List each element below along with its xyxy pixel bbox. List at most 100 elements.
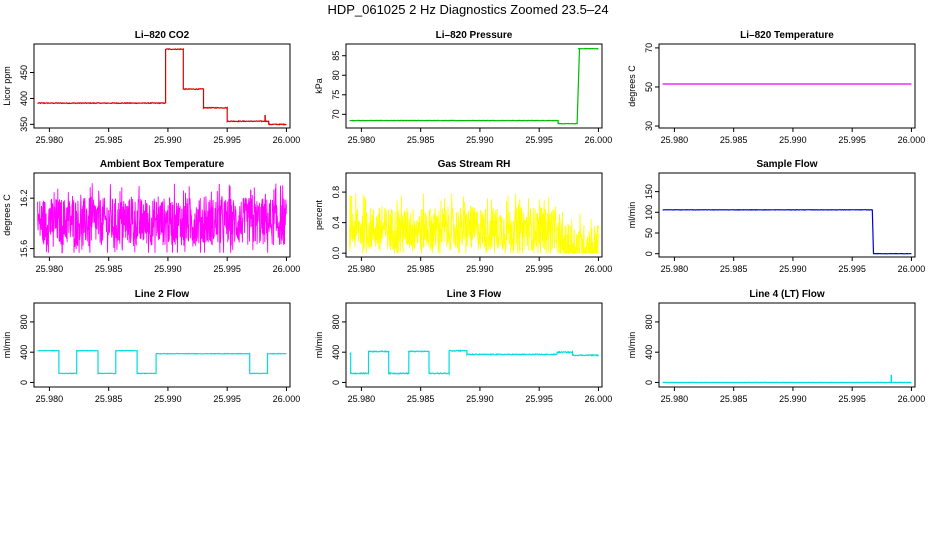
y-tick-label: 100 [644,205,654,220]
y-tick-label: 50 [644,228,654,238]
y-tick-label: 0 [644,251,654,256]
chart-title: Li–820 Pressure [436,30,513,41]
chart-title: Li–820 CO2 [135,30,190,41]
plot-frame [345,43,603,129]
y-tick-label: 0 [331,380,341,385]
x-tick-label: 25.985 [720,394,748,404]
x-tick-label: 25.985 [407,135,435,145]
chart-panel-5: Gas Stream RH percent 25.980 25.985 25.990 25… [314,159,612,274]
chart-title: Sample Flow [756,159,817,170]
chart-panel-8: Line 3 Flow ml/min 25.980 25.985 25.990 25.99… [314,289,612,404]
chart-panel-6: Sample Flow ml/min 25.980 25.985 25.990 25.99… [627,159,925,274]
page-title: HDP_061025 2 Hz Diagnostics Zoomed 23.5–… [327,2,609,17]
chart-title: Line 2 Flow [135,289,190,300]
x-tick-label: 25.995 [838,135,866,145]
chart-panel-7: Line 2 Flow ml/min 25.980 25.985 25.990 25.99… [2,289,300,404]
y-tick-label: 70 [644,43,654,53]
y-axis-label: ml/min [627,202,637,229]
x-tick-label: 25.985 [95,264,123,274]
chart-title: Gas Stream RH [438,159,511,170]
x-tick-label: 25.990 [154,264,182,274]
y-tick-label: 400 [19,91,29,106]
x-tick-label: 26.000 [898,135,926,145]
y-tick-label: 0 [644,380,654,385]
y-axis-label: degrees C [627,65,637,107]
y-tick-label: 0.0 [331,247,341,260]
x-tick-label: 25.980 [348,135,376,145]
x-tick-label: 25.990 [779,135,807,145]
x-tick-label: 25.985 [407,394,435,404]
plot-frame [33,172,291,258]
series-line [662,209,912,255]
y-tick-label: 800 [331,314,341,329]
series-line [37,349,287,375]
x-tick-label: 26.000 [585,135,613,145]
x-tick-label: 25.980 [36,135,64,145]
y-tick-label: 400 [331,345,341,360]
y-axis-label: percent [314,199,324,230]
x-tick-label: 25.995 [213,394,241,404]
x-tick-label: 25.980 [36,394,64,404]
x-tick-label: 25.995 [525,135,553,145]
plot-frame [658,302,916,388]
x-tick-label: 25.980 [661,394,689,404]
y-tick-label: 800 [644,314,654,329]
y-axis-label: ml/min [314,332,324,359]
x-tick-label: 25.980 [348,394,376,404]
series-line [349,193,599,254]
y-tick-label: 75 [331,90,341,100]
x-tick-label: 25.990 [154,135,182,145]
y-axis-label: kPa [314,78,324,94]
series-line [349,47,599,125]
x-tick-label: 25.995 [525,264,553,274]
x-tick-label: 25.995 [838,394,866,404]
y-tick-label: 15.6 [19,240,29,258]
y-axis-label: ml/min [2,332,12,359]
plot-frame [345,302,603,388]
x-tick-label: 25.990 [779,394,807,404]
x-tick-label: 25.980 [661,264,689,274]
plot-frame [345,172,603,258]
plot-frame [33,302,291,388]
y-axis-label: ml/min [627,332,637,359]
y-tick-label: 0 [19,380,29,385]
x-tick-label: 25.985 [720,135,748,145]
plot-frame [658,43,916,129]
chart-panel-2: Li–820 Pressure kPa 25.980 25.985 25.990 25.9… [314,30,612,145]
chart-panel-3: Li–820 Temperature degrees C 25.980 25.985 2… [627,30,925,145]
x-tick-label: 26.000 [273,394,301,404]
y-tick-label: 0.8 [331,186,341,199]
x-tick-label: 25.985 [95,394,123,404]
x-tick-label: 25.990 [466,135,494,145]
y-tick-label: 50 [644,82,654,92]
x-tick-label: 25.985 [95,135,123,145]
x-tick-label: 26.000 [273,264,301,274]
x-tick-label: 25.990 [779,264,807,274]
x-tick-label: 25.990 [154,394,182,404]
series-line [37,47,287,126]
y-tick-label: 400 [19,345,29,360]
plot-frame [658,172,916,258]
y-tick-label: 70 [331,109,341,119]
x-tick-label: 25.995 [213,135,241,145]
x-tick-label: 25.985 [720,264,748,274]
series-line [37,183,287,254]
x-tick-label: 25.985 [407,264,435,274]
chart-title: Line 3 Flow [447,289,502,300]
y-tick-label: 400 [644,345,654,360]
x-tick-label: 26.000 [898,264,926,274]
x-tick-label: 26.000 [585,264,613,274]
y-tick-label: 350 [19,117,29,132]
chart-title: Li–820 Temperature [740,30,834,41]
y-tick-label: 85 [331,51,341,61]
chart-title: Line 4 (LT) Flow [749,289,825,300]
x-tick-label: 25.980 [36,264,64,274]
x-tick-label: 25.990 [466,394,494,404]
y-tick-label: 30 [644,121,654,131]
series-line [349,349,599,376]
x-tick-label: 26.000 [273,135,301,145]
y-tick-label: 0.4 [331,216,341,229]
y-tick-label: 450 [19,65,29,80]
x-tick-label: 25.980 [661,135,689,145]
